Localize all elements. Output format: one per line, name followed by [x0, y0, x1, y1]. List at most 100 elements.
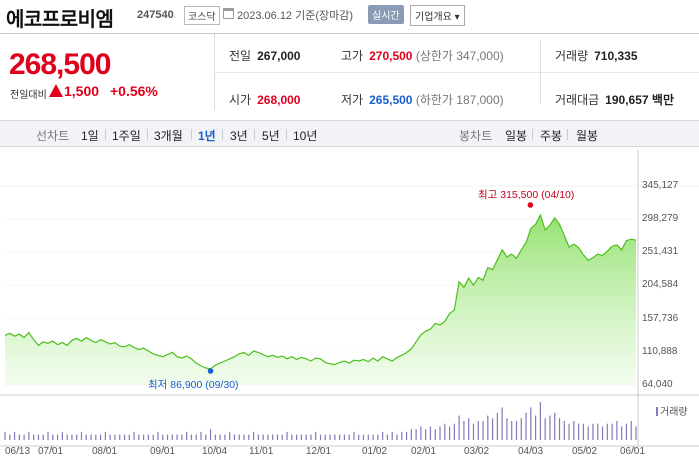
- volume-bar: [71, 434, 73, 440]
- volume-bar: [28, 431, 30, 440]
- tab-separator: [147, 129, 148, 140]
- volume-bar: [100, 434, 102, 440]
- tab-10y[interactable]: 10년: [293, 129, 318, 143]
- volume-bar: [635, 426, 637, 440]
- tab-1y[interactable]: 1년: [198, 129, 216, 143]
- volume-bar: [248, 434, 250, 440]
- tab-monthly[interactable]: 월봉: [576, 129, 599, 143]
- volume-bar: [353, 431, 355, 440]
- volume-bar: [444, 423, 446, 440]
- volume-bar: [401, 431, 403, 440]
- volume-bar: [267, 434, 269, 440]
- volume-bar: [587, 426, 589, 440]
- volume-bar: [410, 429, 412, 440]
- volume-bar: [582, 423, 585, 440]
- tab-separator: [567, 129, 568, 140]
- volume-bar: [4, 431, 6, 440]
- tab-weekly[interactable]: 주봉: [540, 129, 563, 143]
- volume-bar: [434, 429, 436, 440]
- trade-amount: 거래대금 190,657 백만: [555, 93, 674, 107]
- volume-bar: [186, 431, 188, 440]
- volume-bar: [66, 434, 68, 440]
- max-marker: [527, 202, 534, 208]
- tab-separator: [191, 129, 192, 140]
- y-tick-label: 110,888: [642, 345, 678, 357]
- company-overview-dropdown[interactable]: 기업개요 ▾: [410, 5, 465, 26]
- volume-bar: [520, 418, 522, 440]
- volume-bar: [9, 434, 11, 440]
- tab-separator: [222, 129, 223, 140]
- volume-bar: [13, 431, 16, 440]
- volume-bar: [501, 407, 503, 440]
- volume-bar: [224, 434, 226, 440]
- volume-bar: [420, 426, 422, 440]
- tab-3y[interactable]: 3년: [230, 129, 248, 143]
- volume-bar: [472, 423, 475, 440]
- candle-chart-label: 봉차트: [459, 129, 493, 143]
- volume-bar: [138, 434, 140, 440]
- volume-bar: [525, 412, 527, 440]
- x-tick-label: 07/01: [38, 446, 64, 457]
- volume-bar: [554, 412, 556, 440]
- volume-bar: [396, 434, 398, 440]
- x-tick-label: 06/01: [620, 446, 646, 457]
- volume-bar: [262, 434, 264, 440]
- volume-bar: [37, 434, 40, 440]
- volume-bar: [119, 434, 121, 440]
- volume-bar: [515, 421, 518, 440]
- x-tick-label: 04/03: [518, 446, 544, 457]
- tab-1w[interactable]: 1주일: [112, 129, 141, 143]
- y-tick-label: 157,736: [642, 312, 679, 324]
- realtime-button[interactable]: 실시간: [368, 5, 404, 24]
- volume-bar: [18, 434, 20, 440]
- volume-bar: [52, 434, 54, 440]
- volume-bar: [448, 426, 451, 440]
- volume-bar: [334, 434, 336, 440]
- volume-bar: [229, 431, 231, 440]
- x-tick-label: 05/02: [572, 446, 598, 457]
- volume-bar: [362, 434, 365, 440]
- volume-bar: [367, 434, 369, 440]
- volume-bar: [348, 434, 350, 440]
- tab-3m[interactable]: 3개월: [154, 129, 183, 143]
- volume-bar: [128, 434, 130, 440]
- volume-bar: [372, 434, 374, 440]
- volume-bar: [530, 407, 532, 440]
- volume-bar: [23, 434, 25, 440]
- volume-bar: [200, 431, 202, 440]
- tab-1d[interactable]: 1일: [81, 129, 99, 143]
- volume-bar: [324, 434, 326, 440]
- x-tick-label: 11/01: [249, 446, 274, 457]
- volume-bar: [339, 434, 341, 440]
- stock-code: 247540: [137, 9, 174, 21]
- price-area: [5, 215, 636, 385]
- volume-bar: [90, 434, 92, 440]
- y-tick-label: 251,431: [642, 246, 679, 258]
- volume-bar: [439, 426, 441, 440]
- volume-bar: [76, 434, 78, 440]
- y-tick-label: 345,127: [642, 180, 679, 191]
- x-tick-label: 01/02: [362, 446, 388, 457]
- stock-title: 에코프로비엠: [6, 9, 114, 31]
- min-marker: [207, 368, 214, 374]
- volume-bar: [343, 434, 346, 440]
- volume-bar: [625, 423, 628, 440]
- volume-bar: [147, 434, 150, 440]
- volume-bar: [114, 434, 116, 440]
- volume-bar: [214, 434, 216, 440]
- tab-5y[interactable]: 5년: [262, 129, 280, 143]
- price-chart: [0, 150, 699, 450]
- calendar-icon: [223, 8, 234, 19]
- volume-bar: [47, 431, 49, 440]
- volume-bar: [358, 434, 360, 440]
- volume-bar: [491, 418, 494, 440]
- x-tick-label: 09/01: [150, 446, 176, 457]
- volume-bar: [477, 421, 479, 440]
- volume-bar: [190, 434, 193, 440]
- volume-bar: [95, 434, 97, 440]
- volume-bar: [85, 434, 87, 440]
- volume-bar: [257, 434, 259, 440]
- volume-bar: [611, 423, 613, 440]
- volume-bar: [233, 434, 236, 440]
- tab-daily[interactable]: 일봉: [505, 129, 528, 143]
